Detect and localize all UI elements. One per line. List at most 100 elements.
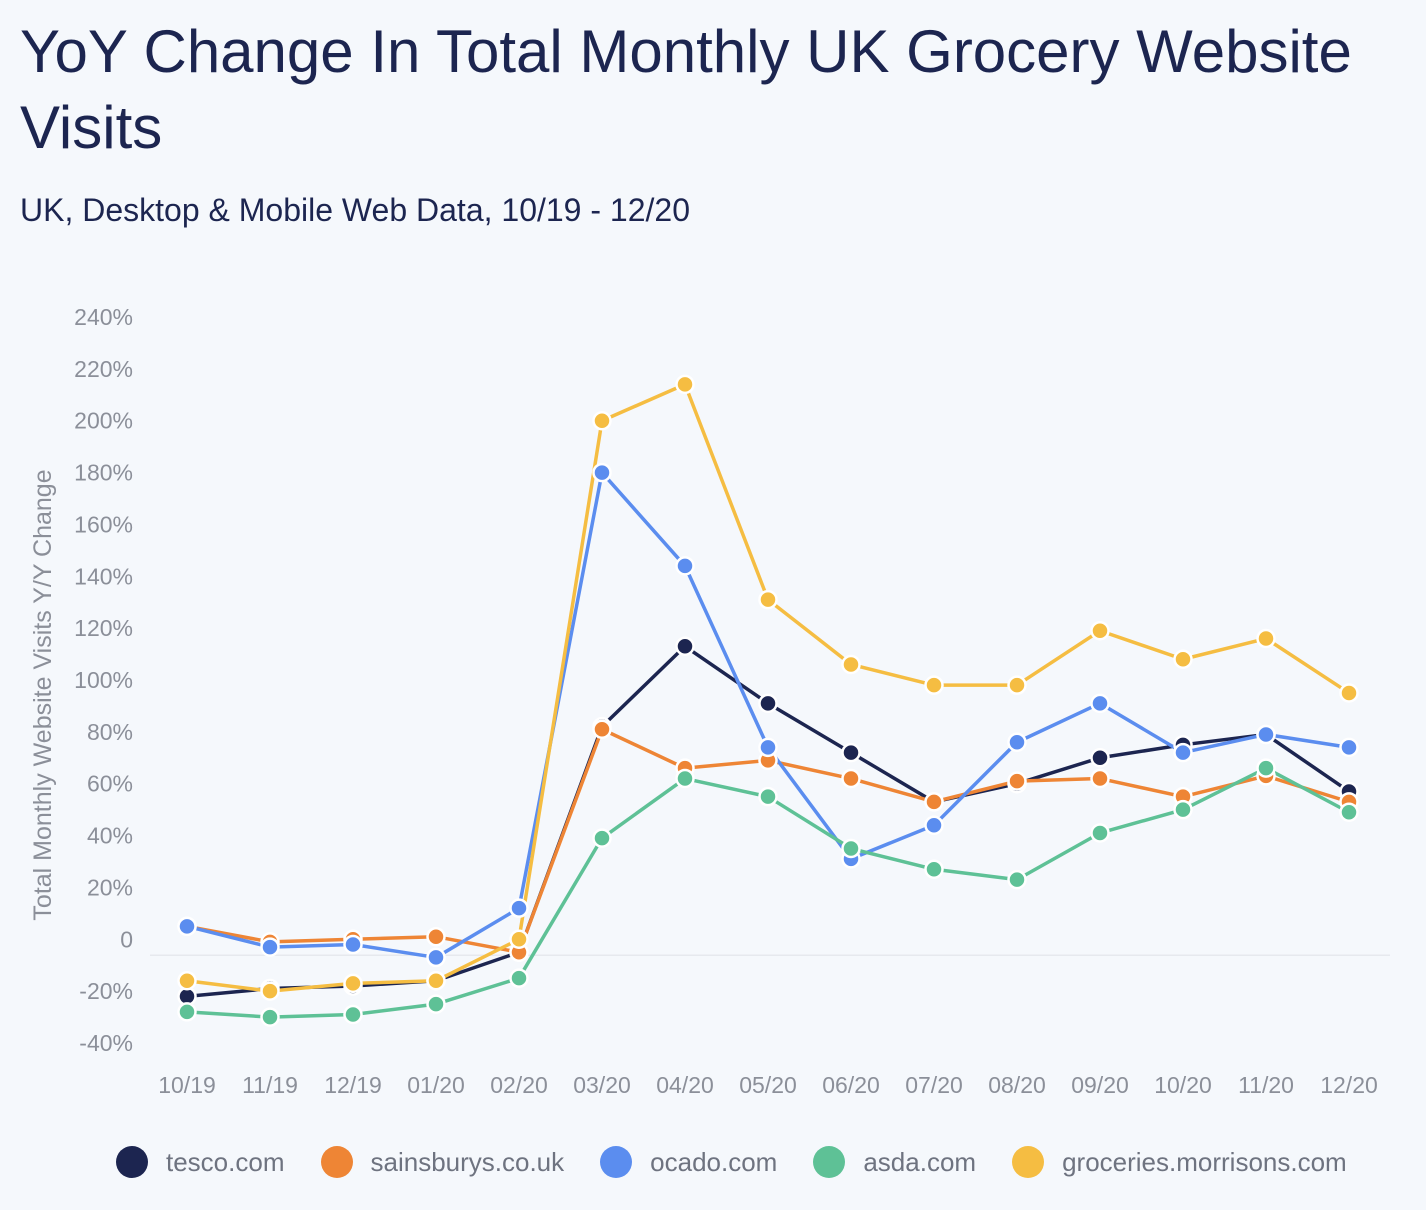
data-point-asda-com[interactable]	[426, 994, 446, 1014]
data-point-asda-com[interactable]	[924, 859, 944, 880]
legend-swatch	[116, 1146, 148, 1178]
legend-item[interactable]: groceries.morrisons.com	[1012, 1146, 1347, 1178]
y-tick-label: -40%	[79, 1030, 133, 1056]
y-axis-ticks: -40% -20% 0 20% 40% 60% 80% 100% 120% 140% 160% 180…	[74, 304, 133, 1056]
legend-item[interactable]: sainsburys.co.uk	[320, 1146, 564, 1178]
data-point-sainsburys-co-uk[interactable]	[1090, 768, 1110, 789]
legend-item[interactable]: ocado.com	[600, 1146, 777, 1178]
legend-label: ocado.com	[650, 1146, 778, 1177]
data-point-asda-com[interactable]	[841, 838, 861, 859]
data-point-asda-com[interactable]	[509, 968, 529, 988]
data-point-groceries-morrisons-com[interactable]	[260, 981, 280, 1001]
data-point-asda-com[interactable]	[1339, 802, 1359, 822]
data-point-asda-com[interactable]	[758, 786, 778, 807]
data-point-groceries-morrisons-com[interactable]	[426, 971, 446, 991]
data-point-ocado-com[interactable]	[509, 898, 529, 918]
y-tick-label: 200%	[74, 408, 133, 434]
data-point-groceries-morrisons-com[interactable]	[1339, 683, 1359, 703]
data-point-ocado-com[interactable]	[343, 934, 363, 955]
y-tick-label: 160%	[74, 511, 133, 537]
data-point-sainsburys-co-uk[interactable]	[924, 792, 944, 812]
y-tick-label: 240%	[74, 304, 133, 330]
series-line-groceries-morrisons-com	[186, 382, 1350, 993]
data-point-tesco-com[interactable]	[675, 636, 695, 657]
data-point-asda-com[interactable]	[260, 1007, 280, 1027]
data-point-ocado-com[interactable]	[260, 937, 280, 957]
data-point-sainsburys-co-uk[interactable]	[426, 926, 446, 947]
data-point-asda-com[interactable]	[343, 1004, 363, 1025]
data-point-sainsburys-co-uk[interactable]	[841, 768, 861, 789]
data-point-ocado-com[interactable]	[675, 556, 695, 576]
data-point-groceries-morrisons-com[interactable]	[592, 410, 612, 431]
chart-title: YoY Change In Total Monthly UK Grocery W…	[20, 18, 1352, 161]
x-tick-label: 12/19	[324, 1072, 382, 1098]
x-tick-label: 11/19	[242, 1072, 298, 1098]
data-point-ocado-com[interactable]	[1256, 724, 1276, 745]
x-tick-label: 09/20	[1071, 1072, 1129, 1098]
data-point-asda-com[interactable]	[177, 1002, 197, 1022]
x-axis-ticks: 10/19 11/19 12/19 01/20 02/20 03/20 04/20 05/20…	[158, 1072, 1378, 1098]
y-tick-label: 40%	[87, 823, 133, 849]
data-point-tesco-com[interactable]	[1090, 748, 1110, 768]
y-tick-label: 20%	[87, 874, 133, 900]
series-line-ocado-com	[186, 470, 1350, 960]
data-point-ocado-com[interactable]	[1090, 693, 1110, 714]
y-tick-label: 60%	[87, 771, 133, 797]
data-point-groceries-morrisons-com[interactable]	[841, 654, 861, 675]
data-point-groceries-morrisons-com[interactable]	[1090, 620, 1110, 641]
data-point-ocado-com[interactable]	[758, 737, 778, 758]
x-tick-label: 10/20	[1154, 1072, 1212, 1098]
data-point-groceries-morrisons-com[interactable]	[343, 973, 363, 994]
x-tick-label: 07/20	[905, 1072, 963, 1098]
x-tick-label: 01/20	[407, 1072, 465, 1098]
legend-label: tesco.com	[166, 1146, 285, 1177]
data-point-asda-com[interactable]	[1256, 758, 1276, 778]
data-point-ocado-com[interactable]	[924, 815, 944, 835]
legend-swatch	[1012, 1146, 1045, 1178]
data-point-tesco-com[interactable]	[758, 693, 778, 714]
data-point-ocado-com[interactable]	[1173, 742, 1193, 763]
y-tick-label: 180%	[74, 460, 133, 486]
x-tick-label: 11/20	[1238, 1072, 1294, 1098]
x-tick-label: 06/20	[822, 1072, 880, 1098]
data-point-sainsburys-co-uk[interactable]	[592, 719, 612, 740]
data-point-sainsburys-co-uk[interactable]	[1007, 771, 1027, 791]
data-point-ocado-com[interactable]	[1339, 737, 1359, 758]
data-point-groceries-morrisons-com[interactable]	[509, 929, 529, 950]
x-tick-label: 04/20	[656, 1072, 714, 1098]
x-tick-label: 02/20	[490, 1072, 548, 1098]
data-point-groceries-morrisons-com[interactable]	[1007, 675, 1027, 695]
data-point-groceries-morrisons-com[interactable]	[1173, 649, 1193, 670]
x-tick-label: 03/20	[573, 1072, 631, 1098]
legend-swatch	[320, 1146, 353, 1178]
legend-swatch	[600, 1146, 633, 1178]
data-point-groceries-morrisons-com[interactable]	[758, 589, 778, 610]
data-point-asda-com[interactable]	[592, 828, 612, 848]
x-tick-label: 05/20	[739, 1072, 797, 1098]
data-point-groceries-morrisons-com[interactable]	[1256, 628, 1276, 649]
y-tick-label: 140%	[74, 563, 133, 589]
data-point-tesco-com[interactable]	[841, 742, 861, 763]
data-point-asda-com[interactable]	[1090, 823, 1110, 843]
y-axis-label: Total Monthly Website Visits Y/Y Change	[29, 469, 57, 920]
data-point-ocado-com[interactable]	[1007, 732, 1027, 752]
legend-label: asda.com	[863, 1146, 977, 1177]
data-point-asda-com[interactable]	[1007, 869, 1027, 890]
data-point-groceries-morrisons-com[interactable]	[177, 971, 197, 991]
x-tick-label: 10/19	[158, 1072, 216, 1098]
legend-label: groceries.morrisons.com	[1062, 1146, 1347, 1177]
legend-item[interactable]: tesco.com	[116, 1146, 285, 1178]
data-point-groceries-morrisons-com[interactable]	[675, 374, 695, 395]
y-tick-label: 0	[120, 926, 133, 952]
y-tick-label: 100%	[74, 667, 133, 693]
data-point-groceries-morrisons-com[interactable]	[924, 675, 944, 695]
data-point-asda-com[interactable]	[675, 768, 695, 789]
y-tick-label: 120%	[74, 615, 133, 641]
data-point-ocado-com[interactable]	[177, 916, 197, 937]
data-point-ocado-com[interactable]	[426, 947, 446, 968]
data-point-asda-com[interactable]	[1173, 799, 1193, 820]
data-point-ocado-com[interactable]	[592, 462, 612, 483]
chart-subtitle: UK, Desktop & Mobile Web Data, 10/19 - 1…	[20, 192, 690, 228]
legend-item[interactable]: asda.com	[813, 1146, 976, 1178]
x-tick-label: 08/20	[988, 1072, 1046, 1098]
